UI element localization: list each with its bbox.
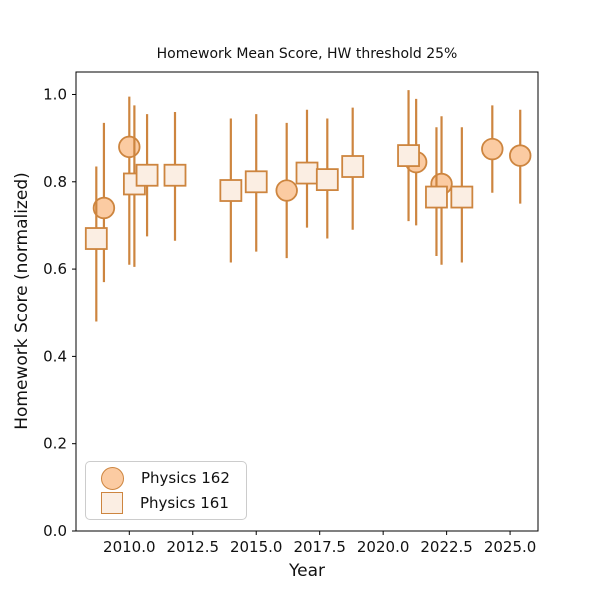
x-tick-label: 2022.5 [420,538,473,556]
x-tick-label: 2010.0 [103,538,156,556]
x-tick-label: 2020.0 [357,538,410,556]
data-point-square [135,163,159,187]
data-point-circle [275,179,298,202]
y-tick-label: 1.0 [43,85,67,103]
data-point-square [163,163,187,187]
legend-label-physics-162: Physics 162 [141,469,230,488]
x-tick-label: 2017.5 [293,538,346,556]
data-point-square [425,185,448,209]
data-point-square [315,168,339,192]
data-point-square [219,179,243,202]
data-point-square [397,144,420,167]
y-tick-label: 0.2 [43,435,67,453]
x-tick-label: 2012.5 [167,538,220,556]
data-point-square [295,161,319,185]
x-axis-label: Year [289,561,325,581]
legend: Physics 162 Physics 161 [85,461,247,520]
plot-frame [75,71,539,532]
chart-title: Homework Mean Score, HW threshold 25% [156,46,458,62]
y-tick-label: 0.4 [43,347,67,365]
data-point-square [244,170,268,194]
y-tick-label: 0.8 [43,173,67,191]
legend-item-physics-161: Physics 161 [101,491,236,516]
y-tick-label: 0.0 [43,522,67,540]
data-point-circle [481,137,504,161]
square-marker-icon [101,491,123,514]
data-point-circle [118,135,141,159]
legend-item-physics-162: Physics 162 [101,466,236,491]
data-point-circle [509,144,532,167]
data-point-circle [92,196,116,220]
y-tick-label: 0.6 [43,260,67,278]
data-point-square [450,185,474,209]
circle-marker-icon [101,466,124,490]
data-point-square [341,155,365,178]
y-axis-label: Homework Score (normalized) [12,172,32,430]
x-tick-label: 2015.0 [230,538,283,556]
x-tick-label: 2025.0 [484,538,537,556]
data-point-square [84,227,108,250]
legend-label-physics-161: Physics 161 [140,493,229,512]
